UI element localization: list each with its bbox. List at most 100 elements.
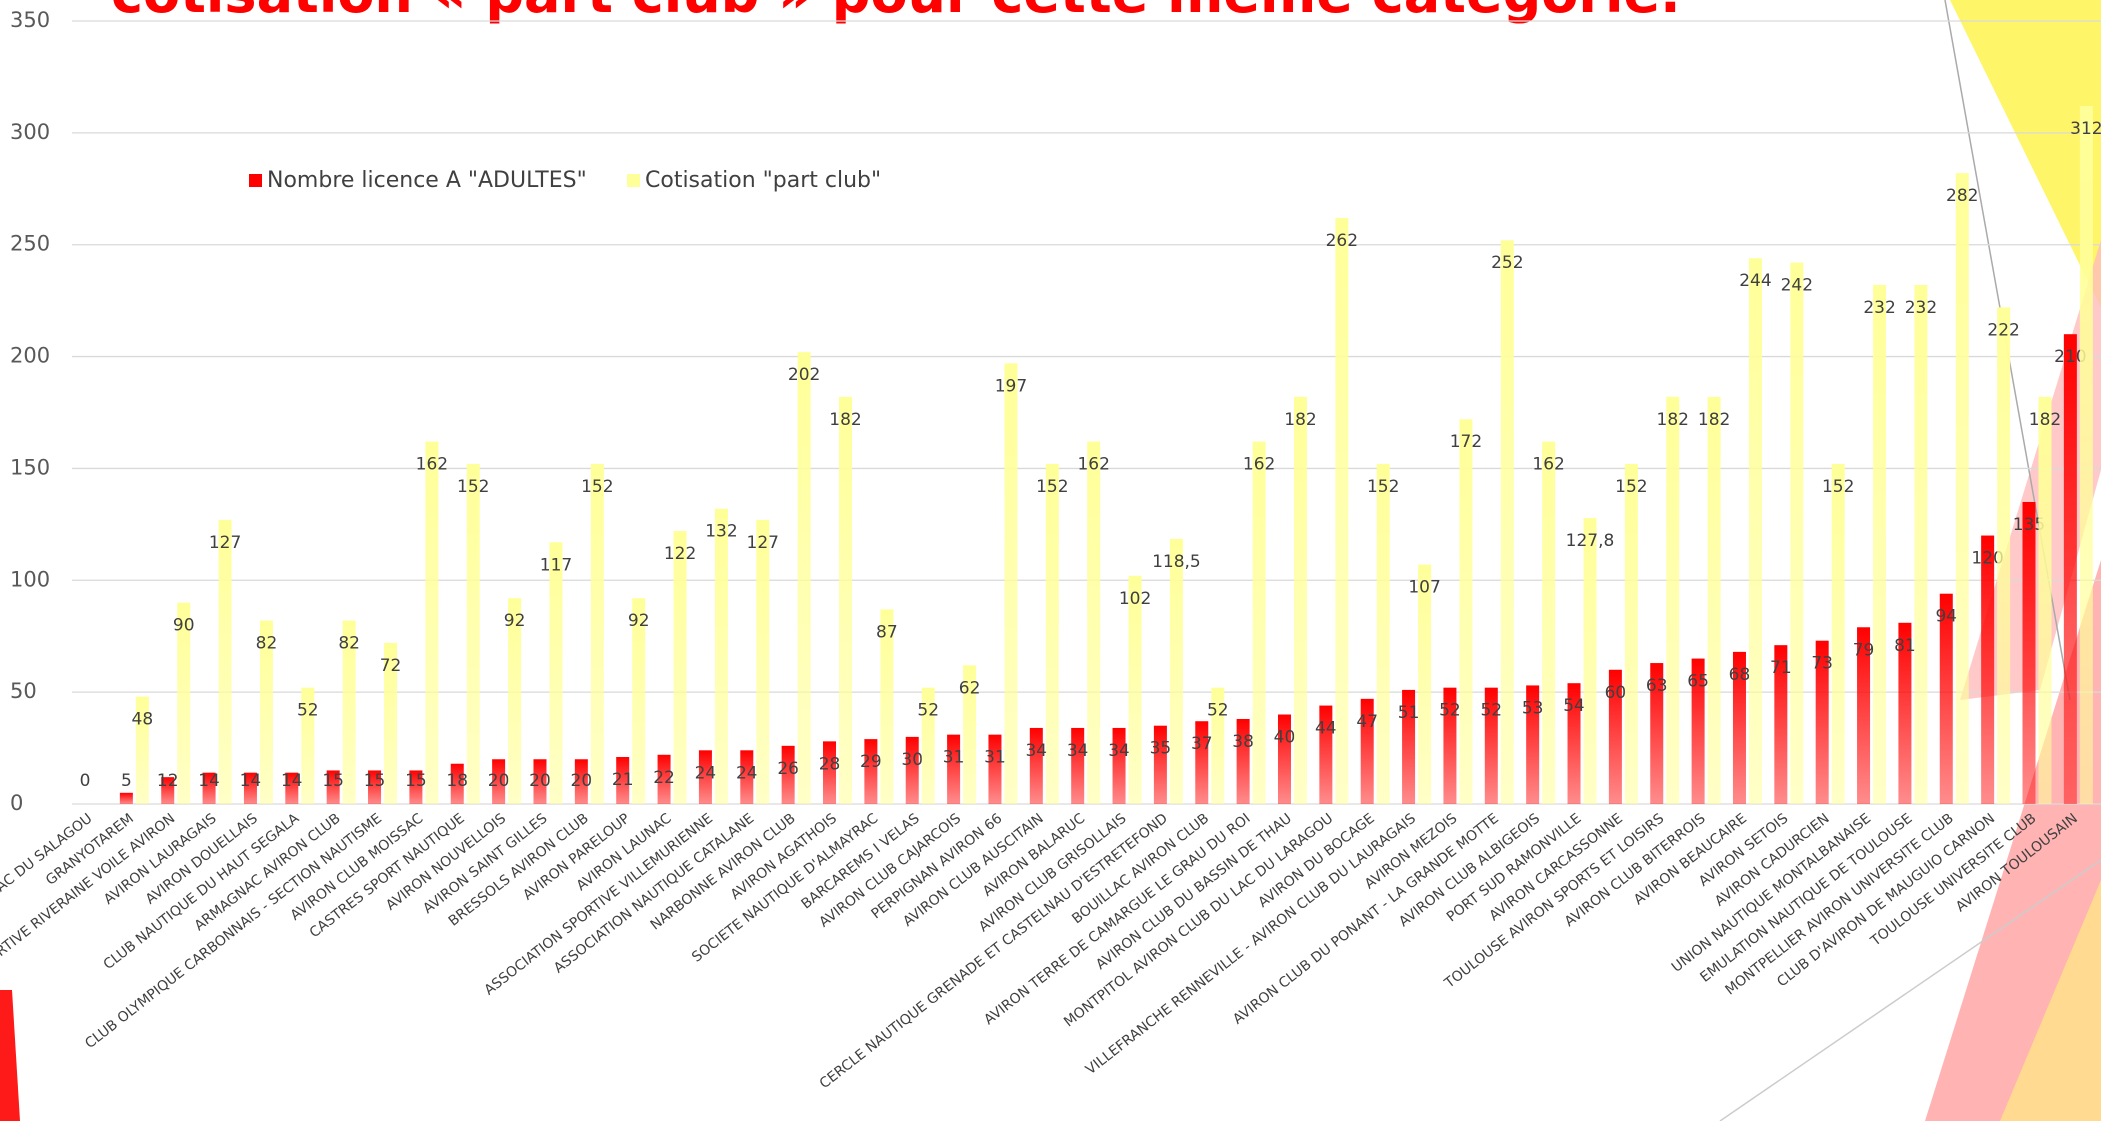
value-label: 14 (281, 771, 303, 791)
bar (1004, 363, 1017, 804)
y-tick-label: 150 (10, 455, 50, 479)
value-label: 72 (380, 656, 402, 676)
bar (1418, 565, 1431, 804)
bar (2064, 334, 2077, 804)
bar (1873, 285, 1886, 804)
value-label: 162 (1532, 455, 1564, 475)
bar (1997, 307, 2010, 804)
value-label: 152 (1615, 477, 1647, 497)
value-label: 152 (457, 477, 489, 497)
value-label: 244 (1739, 271, 1771, 291)
bar (1981, 536, 1994, 804)
bar (1832, 464, 1845, 804)
value-label: 63 (1646, 676, 1668, 696)
bar (1129, 576, 1142, 804)
bar (1542, 442, 1555, 804)
value-label: 152 (1822, 477, 1854, 497)
bar (120, 793, 133, 804)
value-label: 53 (1522, 698, 1544, 718)
value-label: 40 (1274, 728, 1296, 748)
value-label: 73 (1811, 654, 1833, 674)
bar (715, 509, 728, 804)
value-label: 20 (571, 771, 593, 791)
bar (219, 520, 232, 804)
value-label: 30 (901, 750, 923, 770)
value-label: 127,8 (1566, 531, 1615, 551)
bar (591, 464, 604, 804)
bar (1708, 397, 1721, 804)
bar (1625, 464, 1638, 804)
bar (798, 352, 811, 804)
value-label: 122 (664, 544, 696, 564)
y-tick-label: 250 (10, 232, 50, 256)
bar (947, 735, 960, 804)
value-label: 35 (1150, 739, 1172, 759)
value-label: 22 (653, 768, 675, 788)
value-label: 242 (1781, 276, 1813, 296)
value-label: 52 (1480, 701, 1502, 721)
value-label: 127 (747, 533, 779, 553)
bar (1087, 442, 1100, 804)
value-label: 26 (777, 759, 799, 779)
value-label: 20 (529, 771, 551, 791)
value-label: 118,5 (1152, 552, 1201, 572)
value-label: 152 (1036, 477, 1068, 497)
value-label: 82 (338, 634, 360, 654)
bar (1377, 464, 1390, 804)
value-label: 37 (1191, 734, 1213, 754)
bar (1113, 728, 1126, 804)
value-label: 0 (80, 771, 91, 791)
value-label: 28 (819, 754, 841, 774)
value-label: 68 (1729, 665, 1751, 685)
value-label: 34 (1067, 741, 1089, 761)
bar (1666, 397, 1679, 804)
value-label: 107 (1408, 578, 1440, 598)
value-label: 162 (416, 455, 448, 475)
value-label: 197 (995, 376, 1027, 396)
value-label: 47 (1356, 712, 1378, 732)
chart: cotisation « part club » pour cette même… (0, 0, 2101, 1121)
value-label: 127 (209, 533, 241, 553)
bar (1459, 419, 1472, 804)
y-tick-label: 0 (10, 791, 23, 815)
bar (467, 464, 480, 804)
value-label: 282 (1946, 186, 1978, 206)
bar (988, 735, 1001, 804)
value-label: 182 (1657, 410, 1689, 430)
value-label: 24 (695, 763, 717, 783)
bar (1170, 539, 1183, 804)
value-label: 21 (612, 770, 634, 790)
bar (1294, 397, 1307, 804)
legend-label: Nombre licence A "ADULTES" (267, 168, 587, 193)
value-label: 90 (173, 616, 195, 636)
value-label: 182 (1698, 410, 1730, 430)
value-label: 202 (788, 365, 820, 385)
value-label: 52 (917, 701, 939, 721)
value-label: 54 (1563, 696, 1585, 716)
value-label: 92 (504, 611, 526, 631)
bar (1046, 464, 1059, 804)
value-label: 152 (581, 477, 613, 497)
value-label: 15 (405, 771, 427, 791)
value-label: 102 (1119, 589, 1151, 609)
value-label: 79 (1853, 640, 1875, 660)
bar (674, 531, 687, 804)
y-tick-label: 350 (10, 8, 50, 32)
bar (1956, 173, 1969, 804)
value-label: 252 (1491, 253, 1523, 273)
value-label: 262 (1326, 231, 1358, 251)
bar (2023, 502, 2036, 804)
bar (1071, 728, 1084, 804)
bar (1790, 263, 1803, 804)
value-label: 34 (1108, 741, 1130, 761)
legend-swatch (627, 174, 640, 187)
bar (2080, 106, 2093, 804)
value-label: 31 (943, 748, 965, 768)
value-label: 52 (297, 701, 319, 721)
value-label: 162 (1077, 455, 1109, 475)
bar (1253, 442, 1266, 804)
value-label: 5 (121, 771, 132, 791)
value-label: 132 (705, 522, 737, 542)
bar (1030, 728, 1043, 804)
